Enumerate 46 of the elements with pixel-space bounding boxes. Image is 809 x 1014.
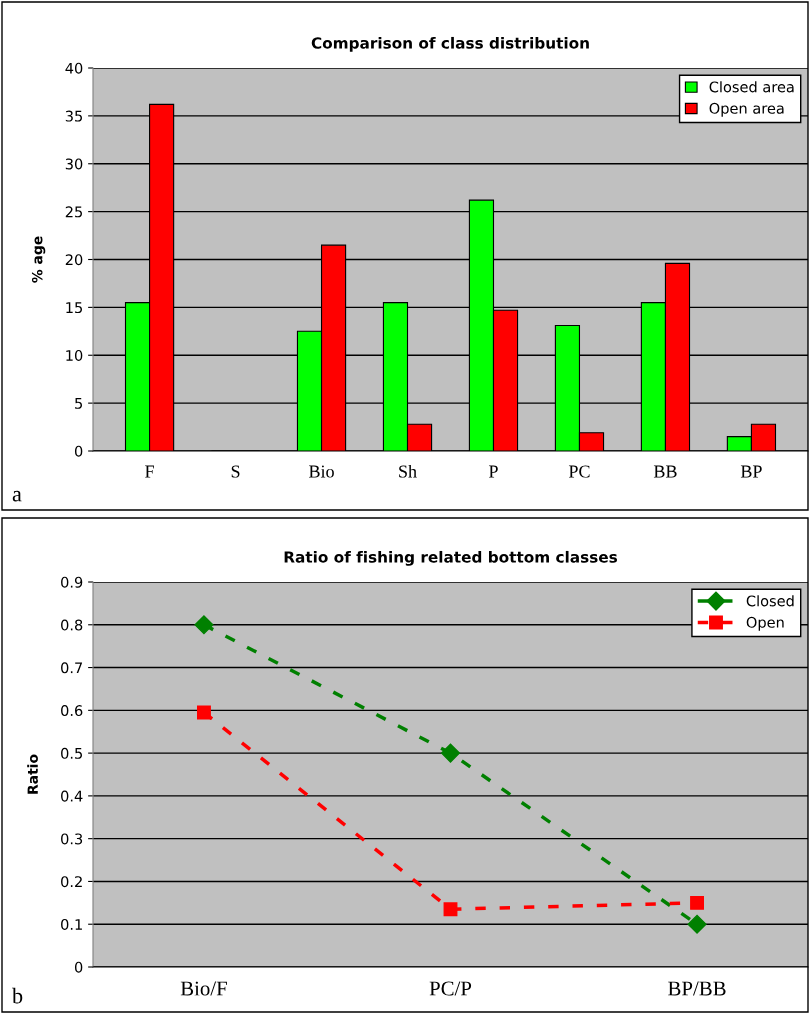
y-tick-label: 0 <box>74 445 83 457</box>
text: a <box>12 490 22 502</box>
point <box>197 705 211 720</box>
legend-label: Closed <box>746 595 794 607</box>
x-tick-label: BP <box>740 465 762 478</box>
y-tick-label: 5 <box>75 398 82 409</box>
y-tick-label: 0.2 <box>61 876 82 888</box>
y-tick-label: 20 <box>65 254 83 266</box>
y-tick-label: 0.3 <box>61 833 83 845</box>
point <box>690 895 704 910</box>
y-tick-label: 25 <box>65 206 82 218</box>
y-tick-label: 0 <box>74 961 83 973</box>
y-tick-label: 0.5 <box>61 747 82 759</box>
legend-label: Closed area <box>709 81 794 93</box>
y-tick-label: 0.8 <box>61 619 83 631</box>
y-tick-label: 0.4 <box>61 790 83 802</box>
point <box>194 615 214 635</box>
x-tick-label: Bio <box>309 465 334 478</box>
x-tick-label: F <box>145 465 154 478</box>
x-tick-label: Bio/F <box>180 981 227 996</box>
y-tick-label: 0.6 <box>61 705 83 717</box>
text: b <box>12 987 23 1004</box>
x-tick-label: S <box>231 465 240 478</box>
y-tick-label: 0.9 <box>61 576 83 588</box>
legend-label: Open area <box>709 102 784 117</box>
x-tick-label: BP/BB <box>668 981 726 996</box>
point <box>687 914 707 934</box>
y-tick-label: 40 <box>65 62 83 74</box>
y-tick-label: 0.1 <box>61 918 82 930</box>
point <box>440 743 461 763</box>
chart-title: Comparison of class distribution <box>311 36 589 52</box>
point <box>443 902 458 917</box>
y-tick-label: 10 <box>66 349 83 361</box>
y-axis-title: Ratio <box>27 754 38 794</box>
x-tick-label: BB <box>653 465 677 478</box>
x-tick-label: PC <box>568 465 590 478</box>
y-tick-label: 30 <box>65 158 83 170</box>
legend-label: Open <box>746 616 784 631</box>
x-tick-label: PC/P <box>429 981 472 996</box>
x-tick-label: Sh <box>399 464 417 478</box>
x-tick-label: P <box>488 465 498 478</box>
chart-title: Ratio of fishing related bottom classes <box>284 550 618 566</box>
y-tick-label: 15 <box>66 302 82 314</box>
y-tick-label: 35 <box>65 110 82 122</box>
y-axis-title: % age <box>31 236 46 283</box>
y-tick-label: 0.7 <box>61 662 83 674</box>
